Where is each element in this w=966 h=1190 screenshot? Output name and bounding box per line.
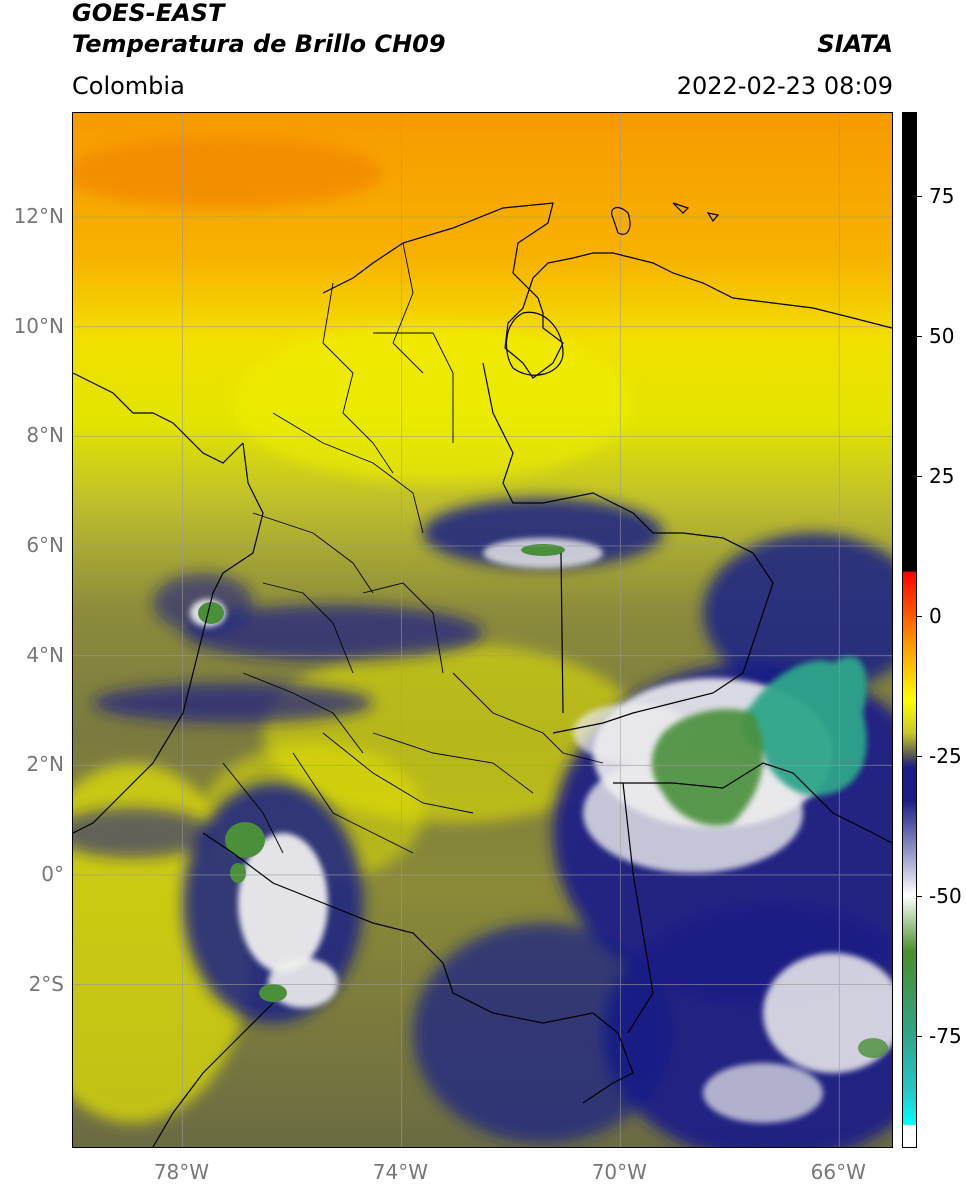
colorbar-tick-mark (917, 1036, 922, 1037)
channel-title: Temperatura de Brillo CH09 (72, 30, 446, 58)
latitude-tick-label: 12°N (13, 204, 64, 229)
satellite-map[interactable] (72, 112, 893, 1148)
latitude-tick-label: 2°N (26, 752, 64, 777)
latitude-tick-label: 4°N (26, 642, 64, 667)
colorbar-tick-label: 25 (929, 464, 955, 488)
product-title: GOES-EAST (72, 0, 225, 27)
colorbar (902, 112, 917, 1148)
timestamp-label: 2022-02-23 08:09 (676, 72, 893, 100)
latitude-tick-label: 2°S (28, 971, 64, 996)
longitude-tick-label: 78°W (153, 1160, 210, 1184)
colorbar-tick-label: -50 (929, 884, 962, 908)
latitude-tick-label: 8°N (26, 423, 64, 448)
brand-label: SIATA (817, 30, 893, 58)
latitude-tick-label: 0° (41, 861, 64, 886)
longitude-tick-label: 70°W (591, 1160, 647, 1184)
colorbar-tick-label: 75 (929, 184, 955, 208)
longitude-tick-label: 66°W (810, 1160, 866, 1184)
map-gridlines (73, 113, 892, 1147)
colorbar-tick-mark (917, 896, 922, 897)
colorbar-tick-mark (917, 616, 922, 617)
colorbar-tick-label: 0 (929, 604, 942, 628)
colorbar-tick-label: -25 (929, 744, 962, 768)
colorbar-tick-mark (917, 336, 922, 337)
longitude-tick-label: 74°W (372, 1160, 428, 1184)
country-borders (73, 202, 892, 1147)
colorbar-tick-label: 50 (929, 324, 955, 348)
colorbar-tick-label: -75 (929, 1024, 962, 1048)
latitude-tick-label: 6°N (26, 533, 64, 558)
colorbar-tick-mark (917, 476, 922, 477)
latitude-tick-label: 10°N (13, 313, 64, 338)
colorbar-tick-mark (917, 196, 922, 197)
brightness-temperature-image (73, 113, 892, 1147)
region-label: Colombia (72, 72, 185, 100)
colorbar-tick-mark (917, 756, 922, 757)
